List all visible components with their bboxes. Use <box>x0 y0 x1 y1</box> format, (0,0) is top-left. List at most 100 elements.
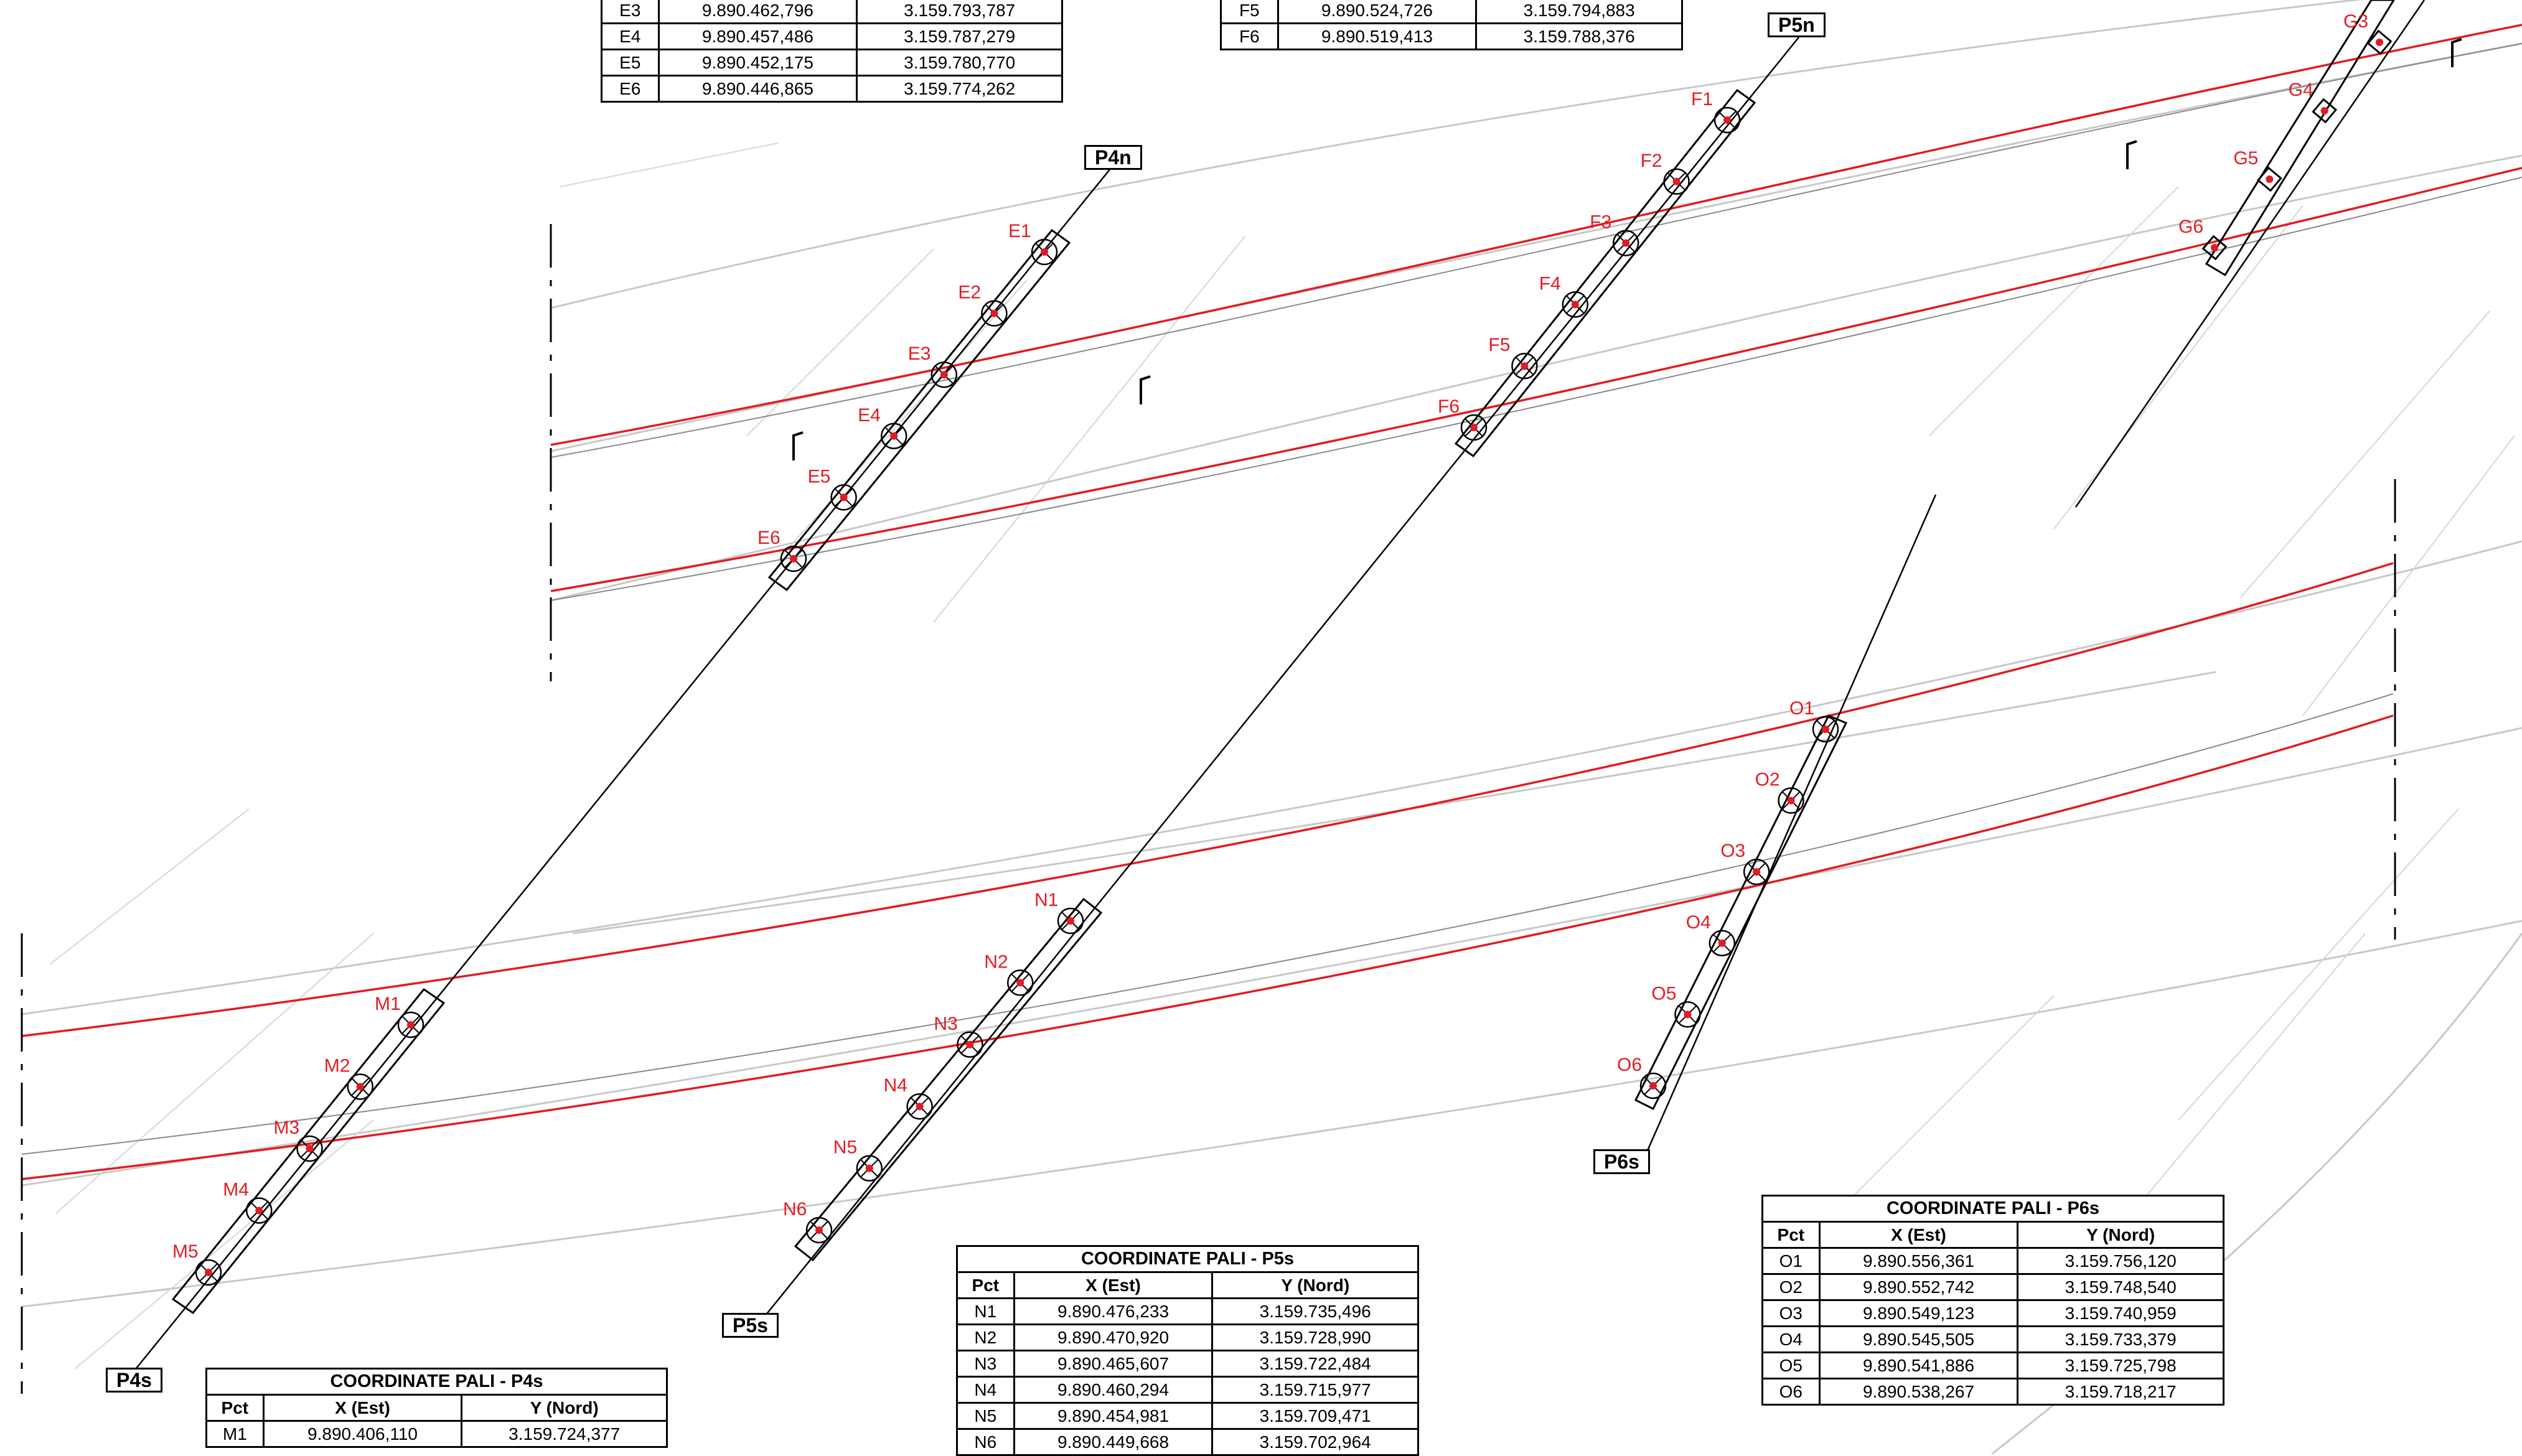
pile-marker <box>1511 352 1538 380</box>
pile-marker <box>1460 414 1488 441</box>
pile-marker <box>246 1197 273 1224</box>
cell-x: 9.890.470,920 <box>1013 1323 1214 1351</box>
header-x: X (Est) <box>1818 1221 2019 1249</box>
pile-label: G4 <box>2289 80 2313 100</box>
cell-x: 9.890.457,486 <box>657 22 858 50</box>
pile-o6: O6 <box>1617 1055 1667 1099</box>
pile-o4: O4 <box>1686 912 1736 957</box>
pile-marker <box>957 1031 983 1058</box>
coordinate-table-p6s: COORDINATE PALI - P6s Pct X (Est) Y (Nor… <box>1761 1195 2224 1406</box>
pile-band-O <box>1634 714 1848 1111</box>
cell-y: 3.159.788,376 <box>1475 22 1683 50</box>
pile-n2: N2 <box>984 951 1034 996</box>
cell-pct: N4 <box>956 1376 1015 1404</box>
pile-g6: G6 <box>2178 217 2228 261</box>
cell-pct: N5 <box>956 1402 1015 1430</box>
cell-pct: N1 <box>956 1297 1015 1325</box>
pile-label: F4 <box>1539 273 1561 294</box>
pile-e5: E5 <box>808 466 857 511</box>
pile-center-dot <box>815 1226 823 1234</box>
pile-center-dot <box>1723 116 1731 124</box>
pile-label: O5 <box>1651 983 1676 1004</box>
pile-marker <box>931 361 958 388</box>
pile-center-dot <box>2266 175 2274 183</box>
table-row: N4 9.890.460,294 3.159.715,977 <box>956 1376 1419 1404</box>
pile-band-N <box>794 897 1103 1262</box>
lamp-symbols <box>792 38 2462 460</box>
table-row: N3 9.890.465,607 3.159.722,484 <box>956 1350 1419 1378</box>
slope-hatching <box>49 142 2515 1370</box>
pile-n3: N3 <box>934 1014 983 1058</box>
pile-label: N1 <box>1034 890 1058 910</box>
cell-pct: N3 <box>956 1350 1015 1378</box>
cell-x: 9.890.452,175 <box>657 49 858 77</box>
cell-y: 3.159.709,471 <box>1211 1402 1419 1430</box>
cell-pct: O3 <box>1761 1299 1821 1327</box>
table-header-row: Pct X (Est) Y (Nord) <box>1761 1221 2224 1249</box>
table-row: F6 9.890.519,413 3.159.788,376 <box>1220 22 1683 50</box>
pile-marker <box>2201 235 2228 261</box>
pile-center-dot <box>1718 939 1726 947</box>
table-title: COORDINATE PALI - P4s <box>205 1368 668 1396</box>
pile-n5: N5 <box>833 1137 883 1182</box>
table-row: M1 9.890.406,110 3.159.724,377 <box>205 1420 668 1448</box>
header-y: Y (Nord) <box>1211 1271 1419 1299</box>
pile-e1: E1 <box>1008 221 1058 266</box>
cell-pct: E6 <box>601 75 660 103</box>
cell-pct: O1 <box>1761 1247 1821 1275</box>
pile-center-dot <box>2320 107 2328 114</box>
pile-marker <box>981 300 1008 327</box>
cell-y: 3.159.748,540 <box>2017 1273 2224 1301</box>
cell-x: 9.890.552,742 <box>1818 1273 2019 1301</box>
pile-center-dot <box>1041 248 1048 256</box>
cell-y: 3.159.715,977 <box>1211 1376 1419 1404</box>
pile-center-dot <box>1016 979 1024 987</box>
pile-marker <box>195 1259 222 1286</box>
pile-center-dot <box>865 1164 873 1172</box>
cell-y: 3.159.724,377 <box>461 1420 668 1448</box>
section-label-p4s: P4s <box>106 1368 162 1393</box>
cell-x: 9.890.449,668 <box>1013 1428 1214 1456</box>
pile-center-dot <box>1684 1010 1692 1019</box>
section-axis-lines <box>130 0 2426 1376</box>
pile-o5: O5 <box>1651 983 1701 1028</box>
cell-x: 9.890.541,886 <box>1818 1351 2019 1379</box>
pile-label: F5 <box>1488 335 1510 355</box>
table-row: O1 9.890.556,361 3.159.756,120 <box>1761 1247 2224 1275</box>
pile-center-dot <box>966 1040 974 1048</box>
pile-center-dot <box>2376 39 2383 46</box>
pile-label: N6 <box>783 1199 807 1220</box>
pile-n6: N6 <box>783 1199 833 1244</box>
pile-m3: M3 <box>274 1118 323 1162</box>
section-label-p6s: P6s <box>1593 1149 1650 1174</box>
cell-x: 9.890.446,865 <box>657 75 858 103</box>
pile-label: N3 <box>934 1014 957 1034</box>
cell-y: 3.159.787,279 <box>856 22 1063 50</box>
pile-label: N4 <box>884 1075 907 1096</box>
cell-x: 9.890.524,726 <box>1277 0 1478 24</box>
pile-o1: O1 <box>1789 698 1839 743</box>
pile-label: G5 <box>2233 148 2258 169</box>
pile-e3: E3 <box>908 343 958 388</box>
cell-y: 3.159.725,798 <box>2017 1351 2224 1379</box>
pile-center-dot <box>890 432 898 440</box>
pile-label: M5 <box>172 1241 199 1262</box>
pile-center-dot <box>990 309 998 317</box>
table-row: E5 9.890.452,175 3.159.780,770 <box>601 49 1063 77</box>
pile-center-dot <box>306 1145 314 1152</box>
pile-label: F3 <box>1590 212 1611 233</box>
pile-center-dot <box>1649 1082 1657 1090</box>
pile-center-dot <box>1787 796 1795 805</box>
pile-marker <box>906 1093 933 1120</box>
section-label-p5s: P5s <box>722 1313 779 1338</box>
coordinate-table-e: E3 9.890.462,796 3.159.793,787 E4 9.890.… <box>601 0 1063 103</box>
cell-x: 9.890.465,607 <box>1013 1350 1214 1378</box>
section-boundary-lines <box>21 224 2396 1394</box>
pile-center-dot <box>1622 239 1630 247</box>
cell-pct: O5 <box>1761 1351 1821 1379</box>
pile-label: F6 <box>1438 396 1460 417</box>
pile-marker <box>1639 1072 1667 1099</box>
pile-marker <box>1006 969 1034 996</box>
cell-y: 3.159.733,379 <box>2017 1325 2224 1353</box>
pile-label: O1 <box>1789 698 1814 719</box>
